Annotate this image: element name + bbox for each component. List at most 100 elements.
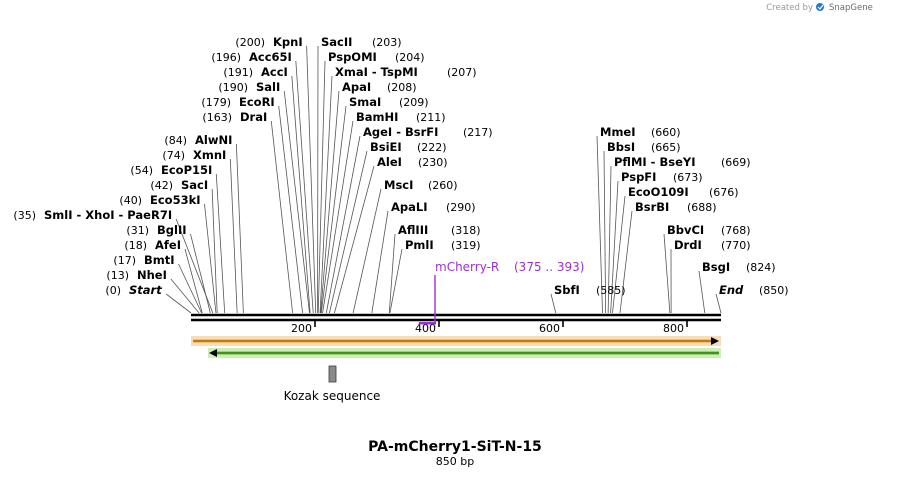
enzyme-leader-line: [204, 203, 217, 314]
enzyme-leader-line: [165, 293, 192, 314]
enzyme-name[interactable]: KpnI: [273, 35, 303, 49]
primer-binding-site[interactable]: [418, 322, 437, 325]
enzyme-name[interactable]: Eco53kI: [150, 193, 201, 207]
kozak-sequence-label: Kozak sequence: [284, 389, 381, 403]
enzyme-name[interactable]: MmeI: [600, 125, 636, 139]
enzyme-name[interactable]: BsgI: [702, 260, 730, 274]
enzyme-position: (585): [596, 284, 626, 297]
ruler-tick-label: 600: [539, 322, 560, 335]
enzyme-position: (850): [759, 284, 789, 297]
enzyme-name[interactable]: EcoRI: [239, 95, 275, 109]
enzyme-position: (13): [106, 269, 129, 282]
enzyme-name[interactable]: ApaLI: [391, 200, 428, 214]
enzyme-leader-line: [235, 143, 244, 314]
enzyme-name[interactable]: SacII: [321, 35, 352, 49]
enzyme-name[interactable]: BglII: [157, 223, 187, 237]
enzyme-position: (665): [651, 141, 681, 154]
enzyme-position: (203): [372, 36, 402, 49]
enzyme-name[interactable]: PmlI: [405, 238, 434, 252]
enzyme-name[interactable]: AflIII: [398, 223, 428, 237]
enzyme-leader-lines: [165, 45, 722, 314]
enzyme-leader-line: [329, 150, 368, 314]
enzyme-name[interactable]: SmaI: [349, 95, 381, 109]
enzyme-name[interactable]: AgeI - BsrFI: [363, 125, 438, 139]
enzyme-position: (676): [709, 186, 739, 199]
enzyme-name[interactable]: XmnI: [193, 148, 226, 162]
enzyme-name[interactable]: SalI: [256, 80, 280, 94]
enzyme-name[interactable]: XmaI - TspMI: [335, 65, 418, 79]
enzyme-position: (673): [673, 171, 703, 184]
enzyme-position: (18): [124, 239, 147, 252]
enzyme-name[interactable]: EcoP15I: [161, 163, 212, 177]
enzyme-name[interactable]: BsiEI: [370, 140, 402, 154]
enzyme-name[interactable]: SmlI - XhoI - PaeR7I: [44, 208, 172, 222]
enzyme-name[interactable]: SacI: [181, 178, 208, 192]
enzyme-position: (211): [416, 111, 446, 124]
enzyme-position: (230): [418, 156, 448, 169]
enzyme-leader-line: [388, 233, 396, 314]
enzyme-name[interactable]: DrdI: [674, 238, 702, 252]
end-label: End: [719, 283, 744, 297]
enzyme-name[interactable]: PspOMI: [328, 50, 377, 64]
enzyme-name[interactable]: BsrBI: [635, 200, 669, 214]
enzyme-name[interactable]: MscI: [384, 178, 413, 192]
enzyme-position: (190): [218, 81, 248, 94]
enzyme-name[interactable]: NheI: [137, 268, 167, 282]
start-label: Start: [129, 283, 162, 297]
enzyme-name[interactable]: BbsI: [607, 140, 635, 154]
enzyme-leader-line: [211, 188, 218, 314]
enzyme-position: (0): [105, 284, 121, 297]
enzyme-leader-line: [170, 278, 200, 314]
enzyme-position: (31): [126, 224, 149, 237]
enzyme-name[interactable]: AfeI: [155, 238, 181, 252]
enzyme-position: (179): [201, 96, 231, 109]
construct-length: 850 bp: [436, 455, 474, 468]
enzyme-position: (200): [235, 36, 265, 49]
enzyme-position: (318): [451, 224, 481, 237]
enzyme-name[interactable]: BmtI: [144, 253, 175, 267]
enzyme-leader-line: [190, 233, 211, 314]
enzyme-position: (17): [113, 254, 136, 267]
forward-orf-arrowhead: [711, 337, 719, 345]
enzyme-position: (669): [721, 156, 751, 169]
enzyme-leader-line: [698, 270, 706, 314]
enzyme-name[interactable]: BbvCI: [667, 223, 704, 237]
enzyme-position: (40): [119, 194, 142, 207]
enzyme-position: (74): [162, 149, 185, 162]
enzyme-leader-line: [184, 248, 203, 314]
enzyme-name[interactable]: SbfI: [554, 283, 580, 297]
enzyme-position: (163): [202, 111, 232, 124]
kozak-sequence-feature[interactable]: [328, 365, 337, 383]
enzyme-leader-line: [283, 90, 310, 314]
enzyme-leader-line: [319, 75, 333, 314]
enzyme-position: (222): [417, 141, 447, 154]
enzyme-name[interactable]: DraI: [240, 110, 267, 124]
credit-prefix: Created by: [766, 3, 813, 13]
enzyme-position: (196): [211, 51, 241, 64]
enzyme-leader-line: [596, 135, 603, 314]
enzyme-leader-line: [215, 173, 226, 314]
enzyme-name[interactable]: PspFI: [621, 170, 656, 184]
enzyme-leader-line: [178, 263, 202, 314]
enzyme-name[interactable]: AleI: [377, 155, 402, 169]
enzyme-leader-line: [371, 210, 389, 314]
enzyme-name[interactable]: AlwNI: [195, 133, 232, 147]
enzyme-leader-line: [306, 45, 317, 314]
enzyme-leader-line: [270, 120, 294, 314]
enzyme-position: (260): [428, 179, 458, 192]
enzyme-leader-line: [663, 233, 671, 314]
enzyme-name[interactable]: PflMI - BseYI: [614, 155, 695, 169]
enzyme-leader-line: [325, 135, 361, 314]
enzyme-name[interactable]: ApaI: [342, 80, 371, 94]
enzyme-name[interactable]: AccI: [261, 65, 288, 79]
enzyme-name[interactable]: EcoO109I: [628, 185, 689, 199]
enzyme-name[interactable]: BamHI: [356, 110, 398, 124]
enzyme-position: (191): [223, 66, 253, 79]
enzyme-name[interactable]: Acc65I: [249, 50, 292, 64]
enzyme-leader-line: [619, 210, 633, 314]
reverse-orf-arrowhead: [209, 349, 217, 357]
enzyme-position: (319): [451, 239, 481, 252]
primer-name[interactable]: mCherry-R: [435, 260, 499, 274]
construct-title: PA-mCherry1-SiT-N-15: [368, 439, 542, 455]
enzyme-leader-line: [603, 150, 607, 314]
